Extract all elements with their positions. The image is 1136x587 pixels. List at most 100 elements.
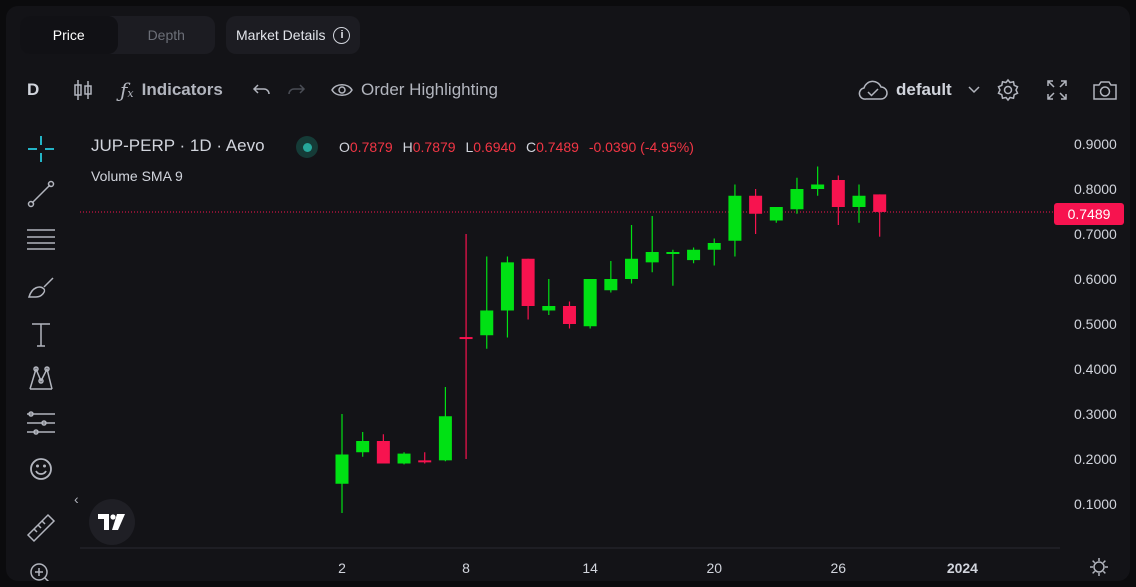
smiley-icon — [30, 458, 52, 480]
candles-icon — [74, 80, 92, 100]
layout-name: default — [896, 80, 952, 99]
x-tick-label: 8 — [462, 560, 470, 576]
layout-selector[interactable]: default — [858, 70, 980, 110]
x-tick-label: 14 — [582, 560, 598, 576]
candle-body[interactable] — [769, 207, 783, 221]
y-tick-label: 0.9000 — [1074, 136, 1117, 152]
candle-body[interactable] — [438, 416, 452, 461]
candle-body[interactable] — [459, 337, 473, 340]
text-tool[interactable] — [24, 317, 58, 351]
tradingview-logo-icon — [98, 514, 125, 530]
camera-icon — [1093, 81, 1117, 100]
y-tick-label: 0.6000 — [1074, 271, 1117, 287]
indicators-label: Indicators — [141, 80, 223, 99]
volume-indicator-label: Volume SMA 9 — [91, 168, 183, 184]
trend-line-tool[interactable] — [24, 177, 58, 211]
candle-body[interactable] — [831, 180, 845, 207]
order-highlighting-label: Order Highlighting — [361, 80, 499, 99]
candle-body[interactable] — [728, 195, 742, 241]
ohlc-legend: O0.7879 H0.7879 L0.6940 C0.7489 -0.0390 … — [339, 139, 694, 155]
indicators-button[interactable]: ƒx Indicators — [120, 70, 223, 110]
zoom-in-tool[interactable] — [24, 557, 58, 581]
price-chart[interactable]: 0.9000 0.8000 0.7000 0.6000 0.5000 0.4000 0.30… — [80, 121, 1130, 581]
undo-icon — [252, 84, 270, 95]
ohlc-low: 0.6940 — [473, 139, 517, 155]
undo-button[interactable] — [252, 70, 272, 110]
pattern-tool[interactable] — [24, 361, 58, 395]
candle-body[interactable] — [811, 184, 825, 190]
y-tick-label: 0.5000 — [1074, 316, 1117, 332]
brush-icon — [27, 277, 54, 298]
chart-type-button[interactable] — [72, 70, 94, 110]
candle-body[interactable] — [749, 195, 763, 214]
settings-button[interactable] — [996, 70, 1020, 110]
x-tick-label: 2 — [338, 560, 346, 576]
measure-tool[interactable] — [24, 511, 58, 545]
x-tick-label: 26 — [831, 560, 847, 576]
market-details-label: Market Details — [236, 27, 326, 43]
chart-panel: Price Depth Market Details i D ƒx Indica… — [6, 6, 1130, 581]
x-tick-label: 2024 — [947, 560, 978, 576]
candle-body[interactable] — [790, 189, 804, 210]
candle-body[interactable] — [645, 252, 659, 263]
candle-body[interactable] — [852, 195, 866, 207]
candle-body[interactable] — [687, 249, 701, 261]
candle-body[interactable] — [625, 258, 639, 279]
redo-icon — [288, 84, 306, 95]
tab-depth[interactable]: Depth — [147, 27, 185, 43]
candle-body[interactable] — [707, 243, 721, 250]
last-price-tag: 0.7489 — [1054, 203, 1124, 225]
candle-body[interactable] — [562, 306, 576, 324]
screenshot-button[interactable] — [1092, 70, 1118, 110]
crosshair-tool[interactable] — [24, 132, 58, 166]
y-tick-label: 0.2000 — [1074, 451, 1117, 467]
ohlc-open: 0.7879 — [349, 139, 393, 155]
brush-tool[interactable] — [24, 271, 58, 305]
candle-body[interactable] — [500, 262, 514, 311]
view-tabs: Price Depth — [20, 16, 215, 54]
zoom-in-icon — [30, 563, 50, 581]
symbol-legend: JUP-PERP · 1D · Aevo — [91, 136, 265, 155]
ohlc-high: 0.7879 — [412, 139, 456, 155]
fx-icon: ƒx — [120, 78, 134, 102]
ruler-icon — [26, 513, 56, 543]
candle-body[interactable] — [480, 310, 494, 336]
interval-label: D — [27, 80, 40, 99]
emoji-tool[interactable] — [24, 452, 58, 486]
candlestick-svg[interactable]: 0.9000 0.8000 0.7000 0.6000 0.5000 0.4000 0.30… — [80, 121, 1130, 581]
candle-body[interactable] — [418, 460, 432, 463]
candle-body[interactable] — [376, 441, 390, 464]
crosshair-icon — [28, 136, 54, 162]
candle-body[interactable] — [583, 279, 597, 327]
forecast-tool[interactable] — [24, 406, 58, 440]
candle-body[interactable] — [397, 453, 411, 464]
fib-lines-icon — [27, 229, 55, 250]
candle-body[interactable] — [356, 441, 370, 453]
redo-button[interactable] — [286, 70, 306, 110]
collapse-rail-icon[interactable]: ‹ — [74, 491, 79, 507]
tab-price[interactable]: Price — [20, 16, 118, 54]
candle-body[interactable] — [604, 279, 618, 291]
fullscreen-button[interactable] — [1046, 70, 1068, 110]
pattern-icon — [29, 366, 53, 390]
axis-settings-icon[interactable] — [1090, 558, 1108, 576]
candle-body[interactable] — [335, 454, 349, 484]
trend-line-icon — [27, 180, 55, 208]
candle-body[interactable] — [521, 258, 535, 306]
candle-body[interactable] — [873, 194, 887, 212]
candle-body[interactable] — [666, 252, 680, 254]
tradingview-logo[interactable] — [89, 499, 135, 545]
y-tick-label: 0.8000 — [1074, 181, 1117, 197]
order-highlighting-button[interactable]: Order Highlighting — [331, 70, 498, 110]
y-tick-label: 0.7000 — [1074, 226, 1117, 242]
cloud-check-icon — [858, 80, 888, 100]
text-icon — [32, 323, 50, 347]
horizontal-lines-tool[interactable] — [24, 222, 58, 256]
market-details-button[interactable]: Market Details i — [226, 16, 361, 54]
chart-toolbar: D ƒx Indicators Order Highlighting defau… — [6, 70, 1130, 110]
interval-button[interactable]: D — [27, 70, 39, 110]
market-status-icon — [296, 136, 318, 158]
candle-body[interactable] — [542, 306, 556, 311]
forecast-icon — [27, 411, 55, 435]
gear-icon — [997, 78, 1019, 102]
